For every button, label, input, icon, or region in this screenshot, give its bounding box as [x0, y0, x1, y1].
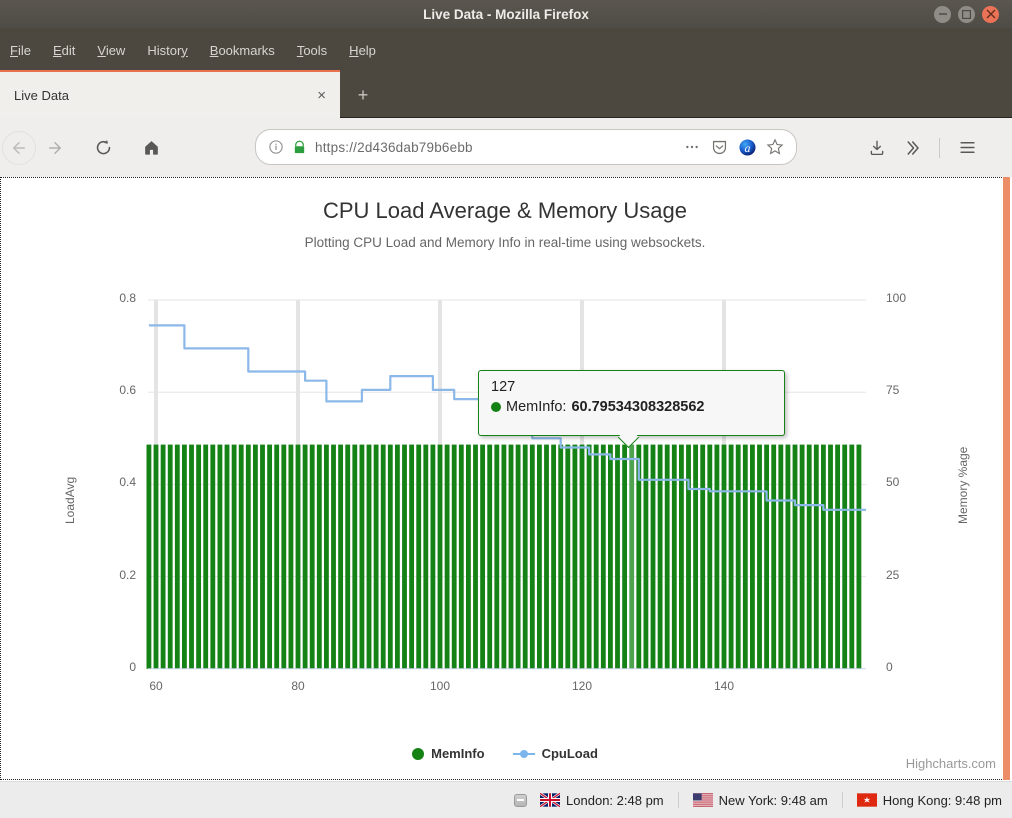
- svg-text:a: a: [745, 140, 751, 154]
